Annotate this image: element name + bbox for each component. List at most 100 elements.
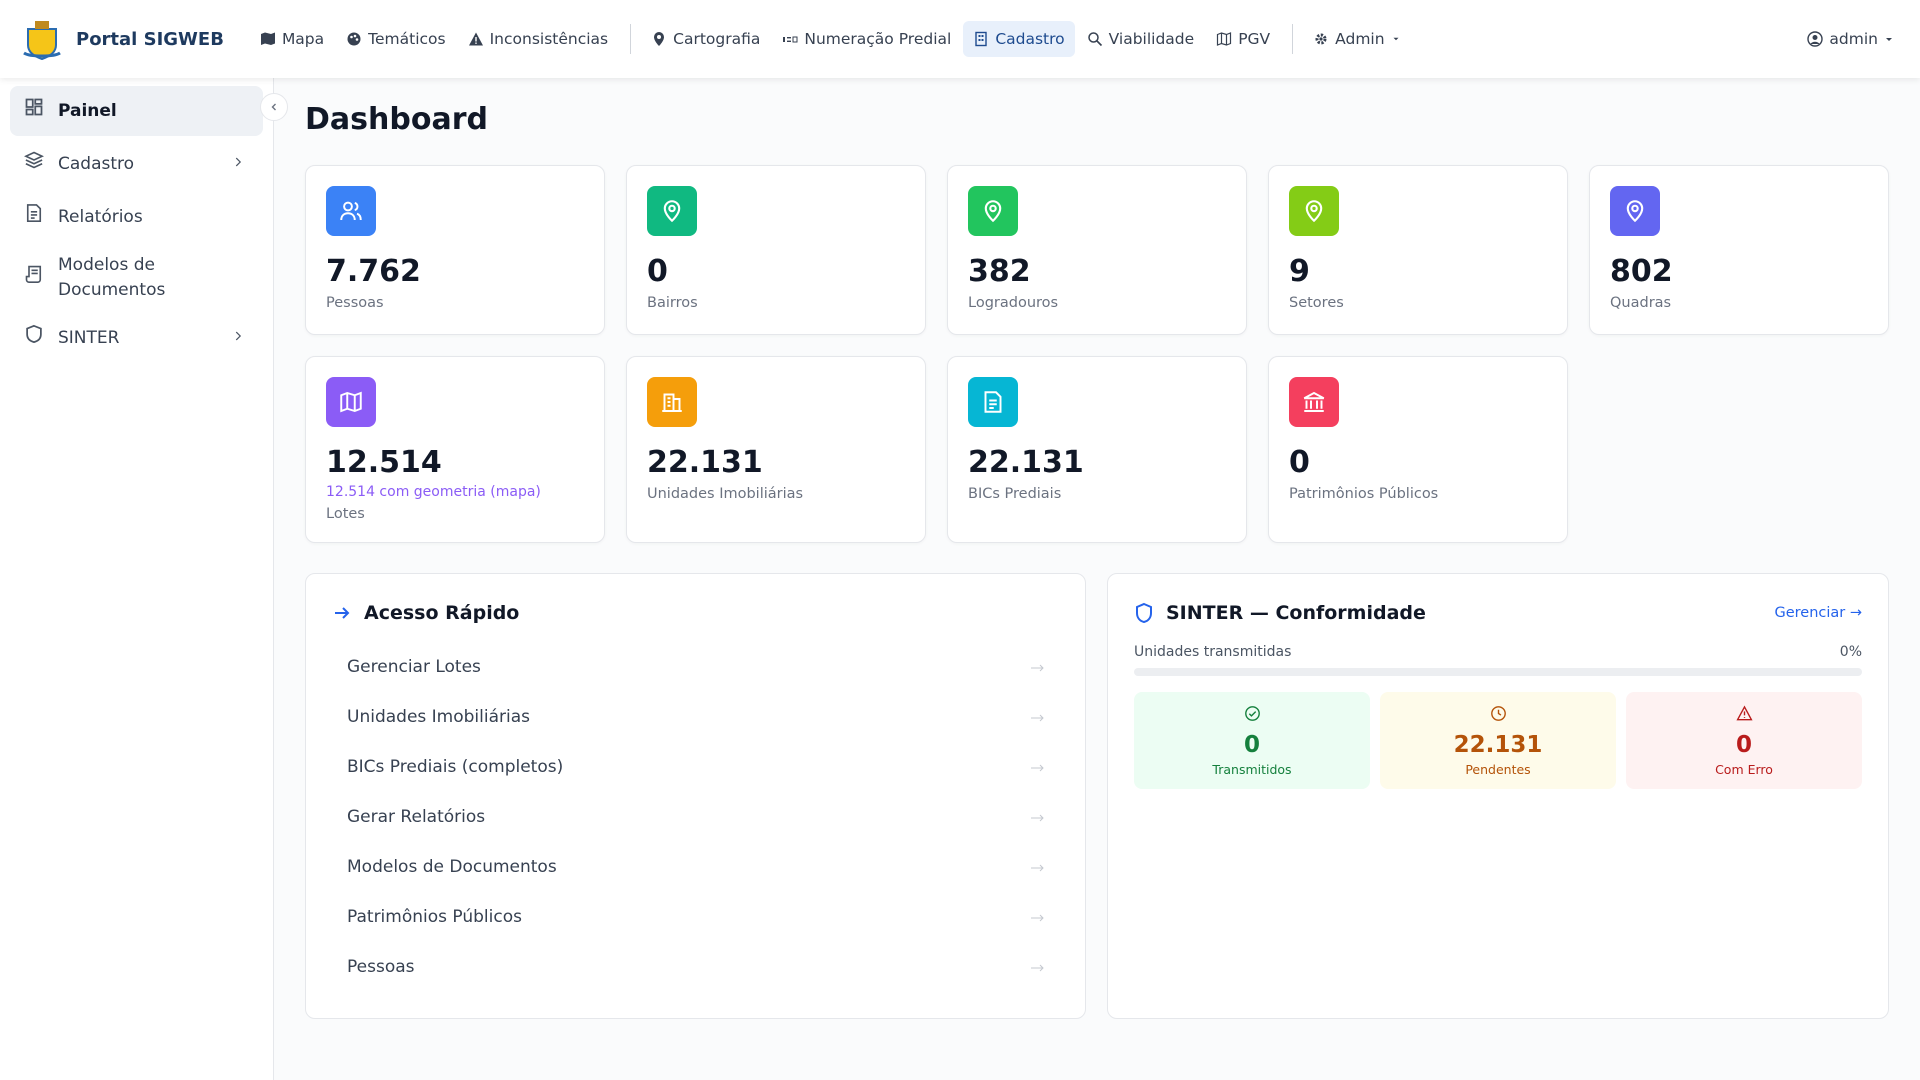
arrow [1031,807,1045,827]
stat-card[interactable]: 0 Patrimônios Públicos [1268,356,1568,543]
stat-card[interactable]: 7.762 Pessoas [305,165,605,335]
count-icon [1735,704,1753,720]
count-icon [1244,705,1261,726]
nav-icon [468,32,483,46]
nav-icon [975,31,988,47]
sidebar-item[interactable]: Modelos de Documentos [10,245,263,310]
sinter-manage-link[interactable]: Gerenciar → [1774,605,1862,621]
arrow [1031,657,1045,677]
stat-card[interactable]: 12.514 12.514 com geometria (mapa) Lotes [305,356,605,543]
nav-item[interactable]: Temáticos [336,21,455,57]
stat-label: BICs Prediais [968,486,1062,502]
stat-icon [1610,186,1660,236]
sinter-counts: 0 Transmitidos 22.131 Pendentes 0 Com Erro [1134,692,1862,789]
quick-access-label: Gerar Relatórios [347,807,486,827]
user-icon [1807,31,1824,47]
nav-label: Admin [1335,30,1385,48]
sidebar-item[interactable]: Relatórios [10,192,263,242]
stat-label: Lotes [326,506,365,522]
stat-icon [1303,391,1325,412]
sidebar-item[interactable]: SINTER [10,313,263,363]
quick-access-title: Acesso Rápido [364,602,520,624]
quick-access-item[interactable]: Patrimônios Públicos [332,892,1059,942]
quick-access-item[interactable]: Pessoas [332,942,1059,992]
quick-access-item[interactable]: Gerar Relatórios [332,792,1059,842]
quick-access-item[interactable]: Gerenciar Lotes [332,642,1059,692]
quick-access-item[interactable]: BICs Prediais (completos) [332,742,1059,792]
sinter-count: 0 Transmitidos [1134,692,1370,789]
sinter-header: SINTER — Conformidade Gerenciar → [1134,602,1862,624]
nav-label: Temáticos [368,30,446,48]
panels: Acesso Rápido Gerenciar Lotes Unidades Im… [305,573,1889,1019]
nav-item[interactable]: Cartografia [641,21,770,57]
brand[interactable]: Portal SIGWEB [22,17,224,61]
count-value: 0 [1243,731,1260,758]
stat-card[interactable]: 22.131 Unidades Imobiliárias [626,356,926,543]
stat-icon [1289,186,1339,236]
nav-label: Cadastro [995,30,1065,48]
sidebar-label: Cadastro [58,153,135,174]
quick-access-label: Modelos de Documentos [347,857,557,877]
count-label: Com Erro [1715,761,1773,777]
stat-value: 7.762 [326,254,421,289]
stat-icon [340,201,362,221]
sidebar: Painel Cadastro Relatórios Modelos de Docum… [0,78,274,1080]
quick-access-label: BICs Prediais (completos) [347,757,564,777]
stat-value: 22.131 [647,445,763,480]
quick-access-panel: Acesso Rápido Gerenciar Lotes Unidades Im… [305,573,1086,1019]
nav-item[interactable]: Admin [1303,21,1410,57]
caret [1393,37,1399,41]
arrow [1031,757,1045,777]
stat-card[interactable]: 0 Bairros [626,165,926,335]
stat-note: 12.514 com geometria (mapa) [326,484,541,500]
nav-item[interactable]: Mapa [250,21,334,57]
nav-separator [1292,24,1294,54]
progress-label: Unidades transmitidas [1134,644,1292,660]
stat-value: 12.514 [326,445,442,480]
arrow [1031,707,1045,727]
nav-item[interactable]: Inconsistências [458,21,619,57]
quick-access-item[interactable]: Modelos de Documentos [332,842,1059,892]
chevron [231,152,245,177]
logo [23,21,61,61]
stat-icon [326,186,376,236]
arrow-right [1031,814,1044,822]
sidebar-icon [24,97,58,125]
stat-icon [984,200,1002,223]
nav-item[interactable]: PGV [1206,21,1280,57]
sinter-title: SINTER — Conformidade [1166,602,1426,624]
chevron-right [235,331,242,341]
stat-card[interactable]: 22.131 BICs Prediais [947,356,1247,543]
progress-bar [1134,668,1862,676]
stat-card[interactable]: 802 Quadras [1589,165,1889,335]
main: Dashboard 7.762 Pessoas 0 Bairros 382 Logrado… [305,78,1889,1019]
stat-label: Setores [1289,295,1344,311]
sidebar-item[interactable]: Painel [10,86,263,136]
stat-label: Quadras [1610,295,1672,311]
stat-label: Pessoas [326,295,384,311]
user-menu[interactable]: admin [1807,30,1894,48]
navbar: Portal SIGWEB Mapa Temáticos Inconsistênci… [0,0,1920,78]
quick-access-header: Acesso Rápido [332,602,1059,624]
caret [1391,30,1401,48]
stat-card[interactable]: 382 Logradouros [947,165,1247,335]
nav-item[interactable]: Numeração Predial [772,21,961,57]
stat-card[interactable]: 9 Setores [1268,165,1568,335]
sidebar-item[interactable]: Cadastro [10,139,263,189]
stat-icon [1626,200,1644,223]
stat-icon [647,377,697,427]
stat-icon [662,393,682,412]
arrow [1031,857,1045,877]
nav-icon [783,36,798,43]
quick-access-item[interactable]: Unidades Imobiliárias [332,692,1059,742]
progress-row: Unidades transmitidas 0% [1134,644,1862,660]
collapse-button[interactable] [260,93,288,121]
count-label: Pendentes [1465,761,1531,777]
nav-item[interactable]: Viabilidade [1077,21,1205,57]
chevron-left [271,103,276,111]
stat-label: Patrimônios Públicos [1289,486,1439,502]
nav-separator [630,24,632,54]
nav-item[interactable]: Cadastro [963,21,1075,57]
sinter-panel: SINTER — Conformidade Gerenciar → Unidad… [1107,573,1889,1019]
stat-value: 382 [968,254,1031,289]
